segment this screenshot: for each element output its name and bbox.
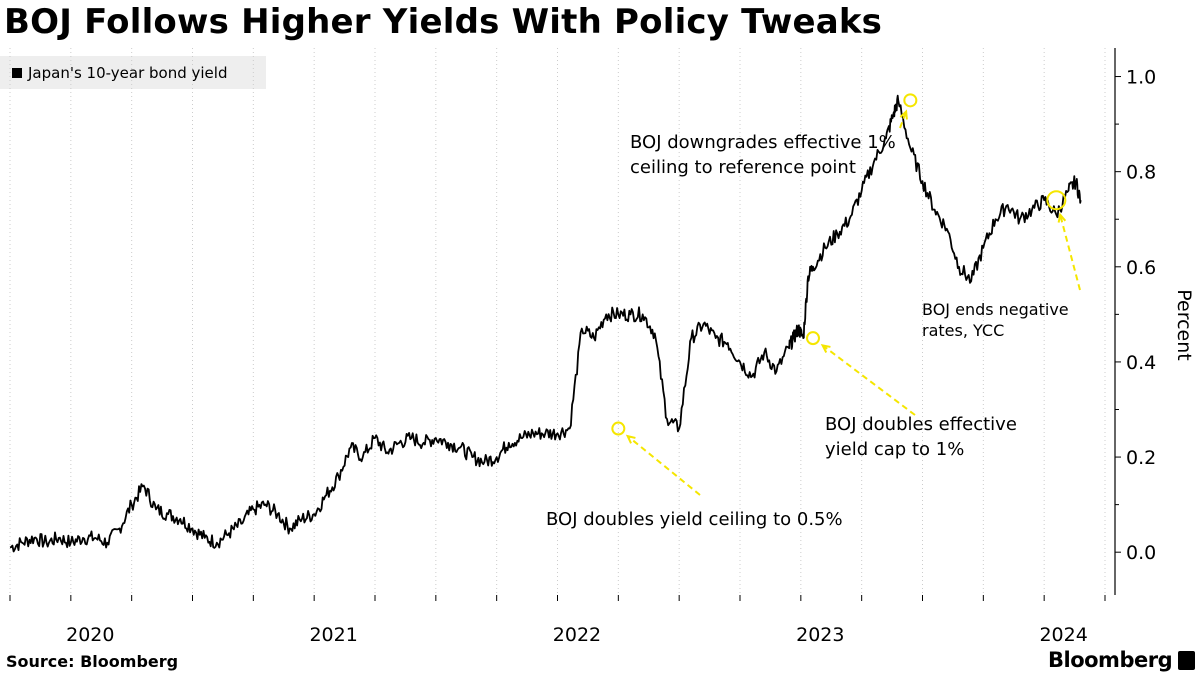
x-tick-label: 2022 <box>553 624 601 646</box>
y-tick-label: 1.0 <box>1126 67 1156 89</box>
annotation-arrowhead <box>625 434 636 444</box>
y-tick-label: 0.2 <box>1126 447 1156 469</box>
annotation-arrow <box>627 435 701 496</box>
annotation-arrow <box>1059 214 1081 291</box>
annotation-text: BOJ ends negative <box>922 300 1069 319</box>
x-tick-label: 2023 <box>796 624 844 646</box>
annotation-arrow <box>821 344 916 416</box>
annotation-text: BOJ downgrades effective 1% <box>630 132 896 153</box>
annotation-text: rates, YCC <box>922 321 1004 340</box>
legend-swatch <box>12 67 22 78</box>
annotation-text: ceiling to reference point <box>630 157 856 178</box>
legend: Japan's 10-year bond yield <box>0 56 266 89</box>
annotation-text: yield cap to 1% <box>825 439 964 460</box>
x-tick-label: 2024 <box>1039 624 1087 646</box>
x-tick-label: 2021 <box>309 624 357 646</box>
x-tick-label: 2020 <box>66 624 114 646</box>
chart-title: BOJ Follows Higher Yields With Policy Tw… <box>4 2 883 42</box>
y-axis-title: Percent <box>1173 289 1195 361</box>
annotation-marker <box>903 93 918 108</box>
annotation-marker <box>806 331 820 346</box>
annotation-arrowhead <box>1057 212 1067 223</box>
y-tick-label: 0.4 <box>1126 352 1156 374</box>
annotation-text: BOJ doubles effective <box>825 414 1017 435</box>
series-line <box>9 94 1082 553</box>
annotation-text: BOJ doubles yield ceiling to 0.5% <box>546 509 843 530</box>
x-axis-ticks: 2020 2021 2022 2023 2024 <box>9 595 1106 646</box>
annotation-arrowhead <box>820 343 831 353</box>
y-tick-label: 0.6 <box>1126 257 1156 279</box>
y-tick-label: 0.0 <box>1126 542 1156 564</box>
legend-label: Japan's 10-year bond yield <box>28 63 228 82</box>
annotation-marker <box>1046 190 1067 211</box>
annotation-marker <box>611 421 626 436</box>
series-group <box>9 94 1082 553</box>
bloomberg-badge-icon <box>1178 651 1195 670</box>
source-note: Source: Bloomberg <box>6 652 179 671</box>
annotation-arrowhead <box>899 109 908 120</box>
annotation-arrow <box>899 111 908 129</box>
annotations: BOJ doubles yield ceiling to 0.5% BOJ dou… <box>546 93 1081 530</box>
y-axis-ticks: 0.0 0.2 0.4 0.6 0.8 1.0 <box>1115 67 1156 564</box>
y-tick-label: 0.8 <box>1126 162 1156 184</box>
bloomberg-logo: Bloomberg <box>1048 648 1173 672</box>
